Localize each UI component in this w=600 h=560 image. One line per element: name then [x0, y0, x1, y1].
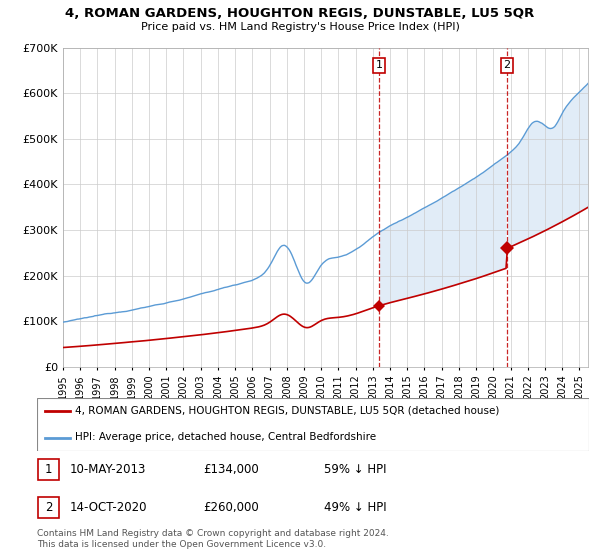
- Bar: [38, 459, 59, 480]
- Text: £260,000: £260,000: [203, 501, 259, 514]
- Text: 1: 1: [376, 60, 383, 71]
- Text: Price paid vs. HM Land Registry's House Price Index (HPI): Price paid vs. HM Land Registry's House …: [140, 22, 460, 32]
- Text: 4, ROMAN GARDENS, HOUGHTON REGIS, DUNSTABLE, LU5 5QR: 4, ROMAN GARDENS, HOUGHTON REGIS, DUNSTA…: [65, 7, 535, 20]
- Text: 4, ROMAN GARDENS, HOUGHTON REGIS, DUNSTABLE, LU5 5QR (detached house): 4, ROMAN GARDENS, HOUGHTON REGIS, DUNSTA…: [75, 406, 499, 416]
- Bar: [38, 497, 59, 518]
- Text: Contains HM Land Registry data © Crown copyright and database right 2024.
This d: Contains HM Land Registry data © Crown c…: [37, 529, 389, 549]
- Text: 59% ↓ HPI: 59% ↓ HPI: [324, 463, 387, 476]
- Text: 49% ↓ HPI: 49% ↓ HPI: [324, 501, 387, 514]
- Text: £134,000: £134,000: [203, 463, 259, 476]
- Text: 2: 2: [503, 60, 511, 71]
- Text: 1: 1: [45, 463, 53, 476]
- Text: 10-MAY-2013: 10-MAY-2013: [69, 463, 146, 476]
- Text: HPI: Average price, detached house, Central Bedfordshire: HPI: Average price, detached house, Cent…: [75, 432, 376, 442]
- Text: 14-OCT-2020: 14-OCT-2020: [69, 501, 147, 514]
- Text: 2: 2: [45, 501, 53, 514]
